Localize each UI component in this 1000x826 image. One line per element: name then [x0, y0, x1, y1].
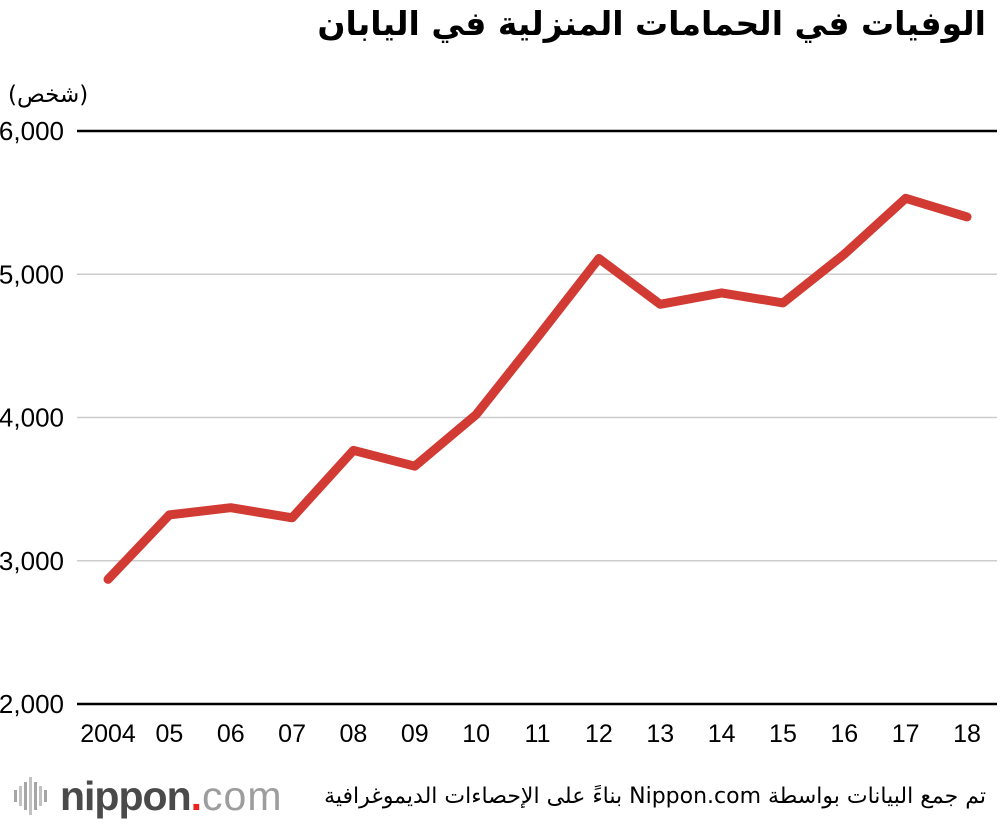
x-tick-label: 10 [462, 720, 490, 748]
y-tick-label: 6,000 [0, 116, 64, 146]
source-attribution: تم جمع البيانات بواسطة Nippon.com بناءً … [324, 783, 986, 809]
data-line-series [103, 193, 972, 584]
footer: nippon.com تم جمع البيانات بواسطة Nippon… [0, 766, 1000, 826]
nippon-logo: nippon.com [14, 773, 283, 819]
chart-title: الوفيات في الحمامات المنزلية في اليابان [317, 4, 986, 43]
logo-word-nippon: nippon [60, 772, 192, 819]
logo-text: nippon.com [60, 772, 283, 819]
x-tick-label: 12 [585, 720, 613, 748]
y-tick-label: 3,000 [0, 546, 64, 576]
x-tick-label: 09 [401, 720, 429, 748]
waveform-bar [19, 786, 22, 806]
logo-dot: . [190, 772, 203, 819]
x-tick-label: 11 [525, 720, 551, 748]
waveform-bar [24, 782, 27, 810]
x-tick-label: 07 [278, 720, 306, 748]
y-tick-label: 4,000 [0, 403, 64, 433]
x-tick-label: 15 [769, 720, 797, 748]
y-tick-label: 2,000 [0, 689, 64, 719]
x-tick-label: 18 [953, 720, 981, 748]
waveform-bar [29, 777, 32, 815]
x-tick-label: 17 [892, 720, 920, 748]
logo-word-com: com [202, 772, 283, 819]
y-axis-unit-label: (شخص) [8, 82, 89, 108]
x-tick-label: 13 [646, 720, 674, 748]
waveform-bar [34, 782, 37, 810]
waveform-bar [44, 790, 47, 802]
x-tick-label: 08 [340, 720, 368, 748]
waveform-bar [39, 786, 42, 806]
waveform-icon [14, 777, 47, 815]
x-tick-label: 05 [155, 720, 183, 748]
x-tick-label: 06 [217, 720, 245, 748]
x-tick-label: 2004 [80, 720, 136, 748]
x-tick-label: 14 [708, 720, 736, 748]
waveform-bar [14, 790, 17, 802]
y-tick-label: 5,000 [0, 259, 64, 289]
x-tick-label: 16 [830, 720, 858, 748]
